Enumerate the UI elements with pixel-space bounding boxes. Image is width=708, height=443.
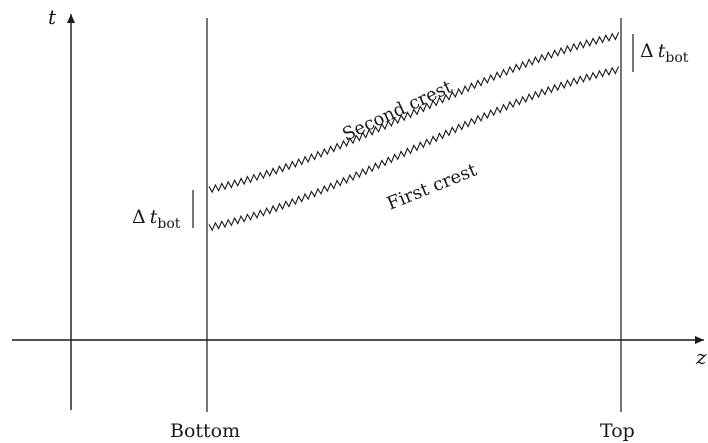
z-axis-label: z (695, 345, 707, 369)
top-label: Top (600, 420, 635, 442)
delta-variable: t (658, 40, 666, 62)
delta-subscript: bot (157, 216, 180, 232)
first-crest-label: First crest (384, 159, 481, 214)
delta-variable: t (150, 206, 158, 228)
delta-subscript: bot (665, 50, 688, 66)
first-crest-line (208, 66, 620, 232)
delta-symbol: Δ (132, 206, 146, 228)
second-crest-line (208, 32, 620, 194)
bottom-label: Bottom (170, 420, 240, 442)
t-axis-label: t (48, 5, 57, 29)
delta-symbol: Δ (640, 40, 654, 62)
